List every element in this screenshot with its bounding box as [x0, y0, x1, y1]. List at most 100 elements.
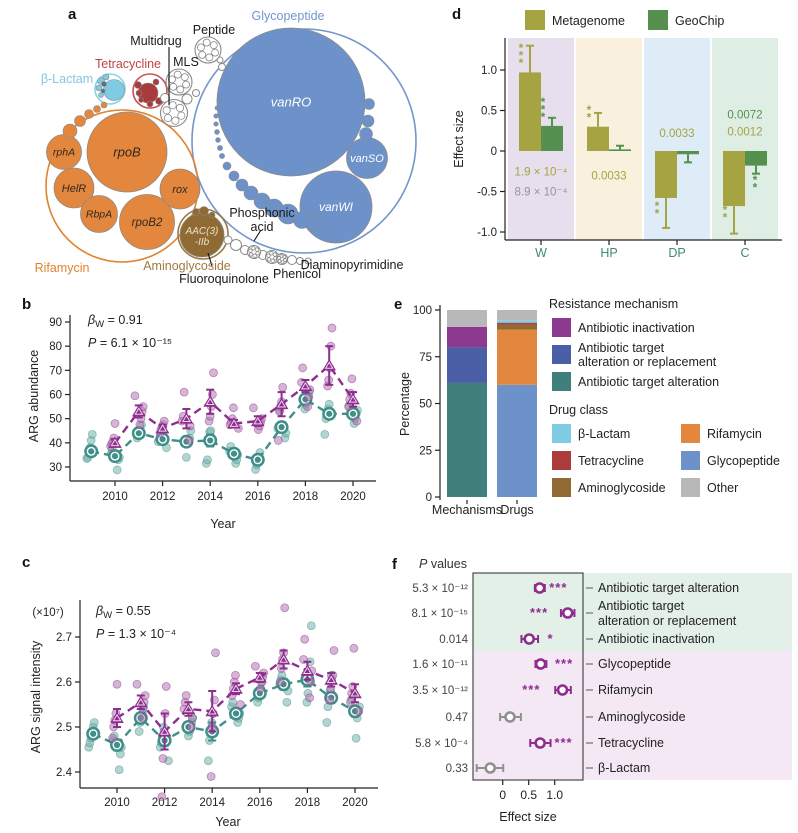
- scatter-point-warmed: [304, 392, 314, 402]
- bubble: [62, 123, 78, 139]
- bubble-cluster-dot: [252, 253, 257, 258]
- bubble: [100, 88, 106, 94]
- bubble-cluster-dot: [280, 260, 285, 265]
- p-annotation: 0.0012: [727, 127, 762, 139]
- scatter-point-warmed: [110, 419, 120, 428]
- legend-label: Glycopeptide: [707, 454, 780, 468]
- x-tick-label: 0: [499, 788, 506, 802]
- panel-label-e: e: [394, 296, 403, 313]
- panel-f-forest-plot: P values 5.3 × 10⁻¹² *** Antibiotic target …: [411, 557, 792, 824]
- mean-marker-control: [203, 433, 218, 448]
- legend-label: Aminoglycoside: [578, 481, 666, 495]
- tspan-shape: P: [88, 336, 97, 350]
- p-annotation: 0.0072: [727, 110, 762, 122]
- scatter-point-warmed: [158, 754, 168, 763]
- legend-label: β-Lactam: [578, 427, 630, 441]
- x-tick-label: 2018: [295, 797, 321, 809]
- mean-marker-control: [274, 420, 289, 435]
- mean-marker-inner: [326, 675, 336, 684]
- effect-point: [523, 633, 536, 645]
- bubble: [146, 100, 154, 108]
- panel-label-c: c: [22, 554, 31, 571]
- mean-marker-control: [131, 426, 146, 441]
- y-tick-label: 70: [49, 365, 62, 377]
- legend-swatch-Glycopeptide: [681, 451, 700, 470]
- y-tick-label: 0: [491, 146, 497, 158]
- scatter-point-warmed: [273, 436, 283, 445]
- y-tick-label: 1.0: [481, 65, 497, 77]
- bubble-cluster-dot: [202, 38, 211, 47]
- mean-marker-inner: [136, 698, 146, 706]
- mean-marker-inner: [112, 740, 122, 750]
- significance-star: *: [655, 199, 660, 213]
- significance-star: *: [541, 95, 546, 109]
- scatter-point-warmed: [132, 679, 142, 689]
- tspan-shape: = 0.91: [104, 313, 143, 327]
- legend-swatch-GeoChip: [648, 10, 668, 30]
- mean-marker-inner: [277, 422, 287, 432]
- legend-label: Other: [707, 481, 738, 495]
- legend-swatch-Other: [681, 478, 700, 497]
- significance-star: *: [519, 41, 524, 55]
- row-label: alteration or replacement: [598, 614, 737, 628]
- bubble: [222, 161, 232, 171]
- mean-marker-control: [86, 726, 101, 741]
- forest-row-Rifamycin: 3.5 × 10⁻¹² *** Rifamycin: [412, 682, 653, 697]
- bubble-unlabeled: [218, 63, 226, 71]
- scatter-point-warmed: [231, 670, 240, 680]
- bar-GeoChip-W: [541, 125, 563, 151]
- stats-beta: βW = 0.91: [87, 313, 143, 330]
- mean-line-warmed: [116, 658, 356, 734]
- scatter-point-control: [114, 765, 124, 775]
- bubble-unlabeled: [287, 255, 297, 265]
- segment-Drugs-β-Lactam: [497, 320, 537, 323]
- bubble: [217, 145, 223, 151]
- row-label: Tetracycline: [598, 736, 664, 750]
- bg-band-drugs: [473, 651, 792, 780]
- significance-star: *: [753, 173, 758, 187]
- significance-star: ***: [555, 656, 573, 671]
- bubble-rpoB: [86, 111, 168, 193]
- significance-star: ***: [549, 580, 567, 595]
- mean-marker-inner: [110, 451, 120, 461]
- bubble-label-rox: rox: [172, 184, 188, 196]
- mean-marker-inner: [158, 424, 168, 432]
- bubble-cluster-dot: [251, 246, 256, 251]
- x-tick-label: 2018: [293, 491, 319, 503]
- tspan-shape: β: [87, 313, 95, 327]
- mean-marker-inner: [231, 709, 241, 719]
- bubble-cluster-dot: [168, 101, 177, 110]
- effect-point: [534, 737, 546, 749]
- tspan-shape: P: [419, 557, 428, 571]
- bubble: [361, 114, 375, 128]
- legend-swatch-β-Lactam: [552, 424, 571, 443]
- bubble: [103, 79, 125, 101]
- x-tick-label: 2012: [150, 491, 176, 503]
- bubble: [213, 121, 219, 127]
- y-tick-label: 60: [49, 390, 62, 402]
- bubble: [228, 170, 240, 182]
- bubble-rpoB2: [119, 194, 175, 250]
- mean-marker-control: [229, 706, 243, 721]
- x-axis-title: Year: [210, 517, 235, 531]
- mean-marker-inner: [112, 713, 122, 722]
- class-label: Rifamycin: [35, 261, 90, 275]
- panel-label-d: d: [452, 6, 462, 23]
- y-tick-label: 2.4: [56, 767, 73, 779]
- y-tick-label: -1.0: [477, 227, 497, 239]
- significance-star: *: [541, 110, 546, 124]
- segment-Mechanisms-Other: [447, 310, 487, 327]
- scatter-point-control: [112, 465, 122, 475]
- effect-point: [561, 607, 574, 619]
- bubble: [213, 113, 219, 119]
- scatter-point-warmed: [211, 648, 220, 658]
- forest-row-β-Lactam: 0.33 β-Lactam: [446, 761, 651, 775]
- scatter-point-warmed: [303, 402, 313, 411]
- bubble: [359, 127, 373, 141]
- mean-marker-inner: [183, 704, 193, 713]
- y-tick-label: 40: [49, 438, 62, 450]
- class-label: acid: [251, 220, 274, 234]
- stats-pvalue: P = 6.1 × 10⁻¹⁵: [88, 336, 172, 350]
- bubble-label-vanRO: vanRO: [271, 95, 311, 110]
- x-tick-label: 2012: [152, 797, 178, 809]
